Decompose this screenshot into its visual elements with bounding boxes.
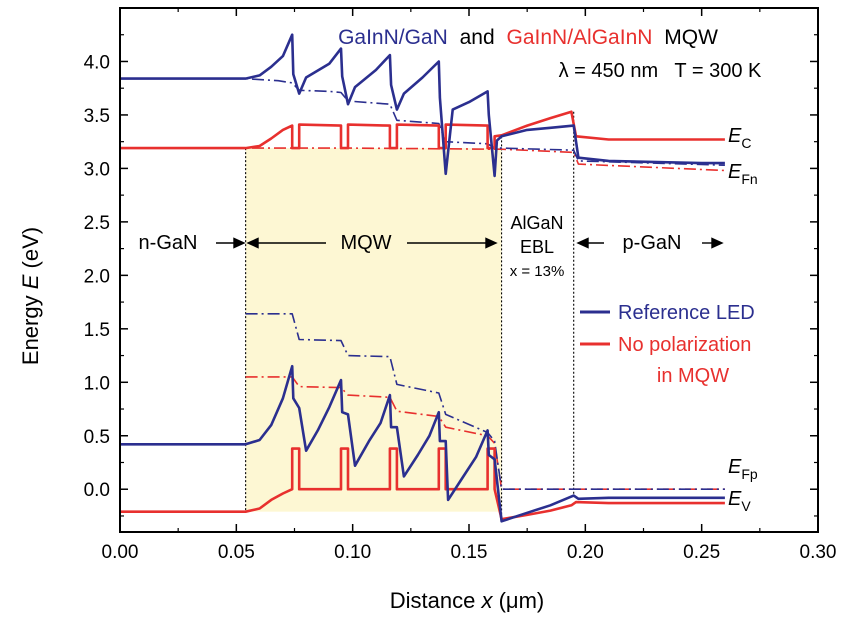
mqw-region-fill bbox=[245, 148, 502, 512]
region-mqw: MQW bbox=[340, 232, 391, 254]
legend-label-reference: Reference LED bbox=[618, 302, 755, 324]
series-line-nopol-efn bbox=[120, 147, 725, 172]
axis-ticks: 0.00 0.05 0.10 0.15 0.20 0.25 0.30 0.0 0.5 1.0 1.5… bbox=[84, 8, 837, 563]
x-tick-label: 0.20 bbox=[567, 542, 604, 563]
series-line-reference-ev bbox=[120, 364, 725, 523]
title-part-4: MQW bbox=[664, 26, 718, 49]
x-tick-label: 0.30 bbox=[800, 542, 837, 563]
y-tick-label: 1.0 bbox=[84, 373, 110, 394]
curve-label-ec-base: E bbox=[728, 125, 742, 147]
curve-label-efp: EFp bbox=[728, 456, 758, 482]
x-tick-label: 0.05 bbox=[218, 542, 255, 563]
curve-label-efn-base: E bbox=[728, 161, 742, 183]
x-axis-label-text: Distance bbox=[390, 588, 476, 613]
region-ebl-line2: EBL bbox=[520, 237, 554, 257]
title-part-1: GaInN/GaN bbox=[338, 26, 448, 49]
y-axis-label-text: Energy bbox=[18, 295, 43, 365]
series-line-nopol-ec bbox=[120, 110, 725, 150]
y-tick-label: 0.0 bbox=[84, 480, 110, 501]
title-part-2: and bbox=[460, 26, 495, 49]
x-tick-label: 0.00 bbox=[102, 542, 139, 563]
x-tick-label: 0.15 bbox=[451, 542, 488, 563]
title-part-3: GaInN/AlGaInN bbox=[507, 26, 653, 49]
y-axis-label-unit: (eV) bbox=[18, 227, 43, 269]
mqw-region-layer bbox=[245, 148, 502, 512]
series-line-reference-efp bbox=[245, 313, 725, 490]
series-line-nopol-ev bbox=[120, 447, 725, 521]
y-tick-label: 1.5 bbox=[84, 320, 110, 341]
curve-label-efn-sub: Fn bbox=[741, 171, 757, 187]
y-tick-label: 3.0 bbox=[84, 159, 110, 180]
region-ebl-composition: x = 13% bbox=[510, 263, 565, 280]
x-axis-label-unit: (μm) bbox=[499, 588, 545, 613]
region-boundaries bbox=[245, 111, 575, 522]
y-tick-label: 4.0 bbox=[84, 52, 110, 73]
curve-label-ev: EV bbox=[728, 488, 751, 514]
y-tick-label: 2.5 bbox=[84, 213, 110, 234]
curve-label-efp-sub: Fp bbox=[741, 466, 758, 482]
y-tick-label: 0.5 bbox=[84, 427, 110, 448]
conditions-label: λ = 450 nm T = 300 K bbox=[559, 60, 762, 82]
region-n-gan: n-GaN bbox=[139, 232, 198, 254]
x-tick-label: 0.25 bbox=[683, 542, 720, 563]
curve-label-efn: EFn bbox=[728, 161, 758, 187]
curve-label-ev-sub: V bbox=[741, 498, 751, 514]
curve-label-efp-base: E bbox=[728, 456, 742, 478]
region-p-gan: p-GaN bbox=[623, 232, 682, 254]
series-line-reference-ec bbox=[120, 33, 725, 178]
legend-label-nopol-line2: in MQW bbox=[657, 365, 729, 387]
series-line-reference-efn bbox=[120, 77, 725, 166]
legend-label-nopol: No polarization bbox=[618, 334, 751, 356]
x-tick-label: 0.10 bbox=[334, 542, 371, 563]
x-axis-label: Distance x (μm) bbox=[390, 588, 545, 613]
series-layer bbox=[120, 33, 725, 523]
region-ebl-line1: AlGaN bbox=[510, 213, 563, 233]
y-tick-label: 3.5 bbox=[84, 106, 110, 127]
curve-label-ev-base: E bbox=[728, 488, 742, 510]
x-axis-label-symbol: x bbox=[480, 588, 493, 613]
region-arrows bbox=[216, 237, 724, 249]
y-tick-label: 2.0 bbox=[84, 266, 110, 287]
curve-label-ec: EC bbox=[728, 125, 751, 151]
y-axis-label: Energy E (eV) bbox=[18, 227, 43, 365]
y-axis-label-symbol: E bbox=[18, 274, 43, 289]
title: GaInN/GaN and GaInN/AlGaInN MQW bbox=[338, 26, 718, 49]
legend: Reference LED No polarization in MQW bbox=[580, 302, 755, 387]
curve-label-ec-sub: C bbox=[741, 135, 751, 151]
